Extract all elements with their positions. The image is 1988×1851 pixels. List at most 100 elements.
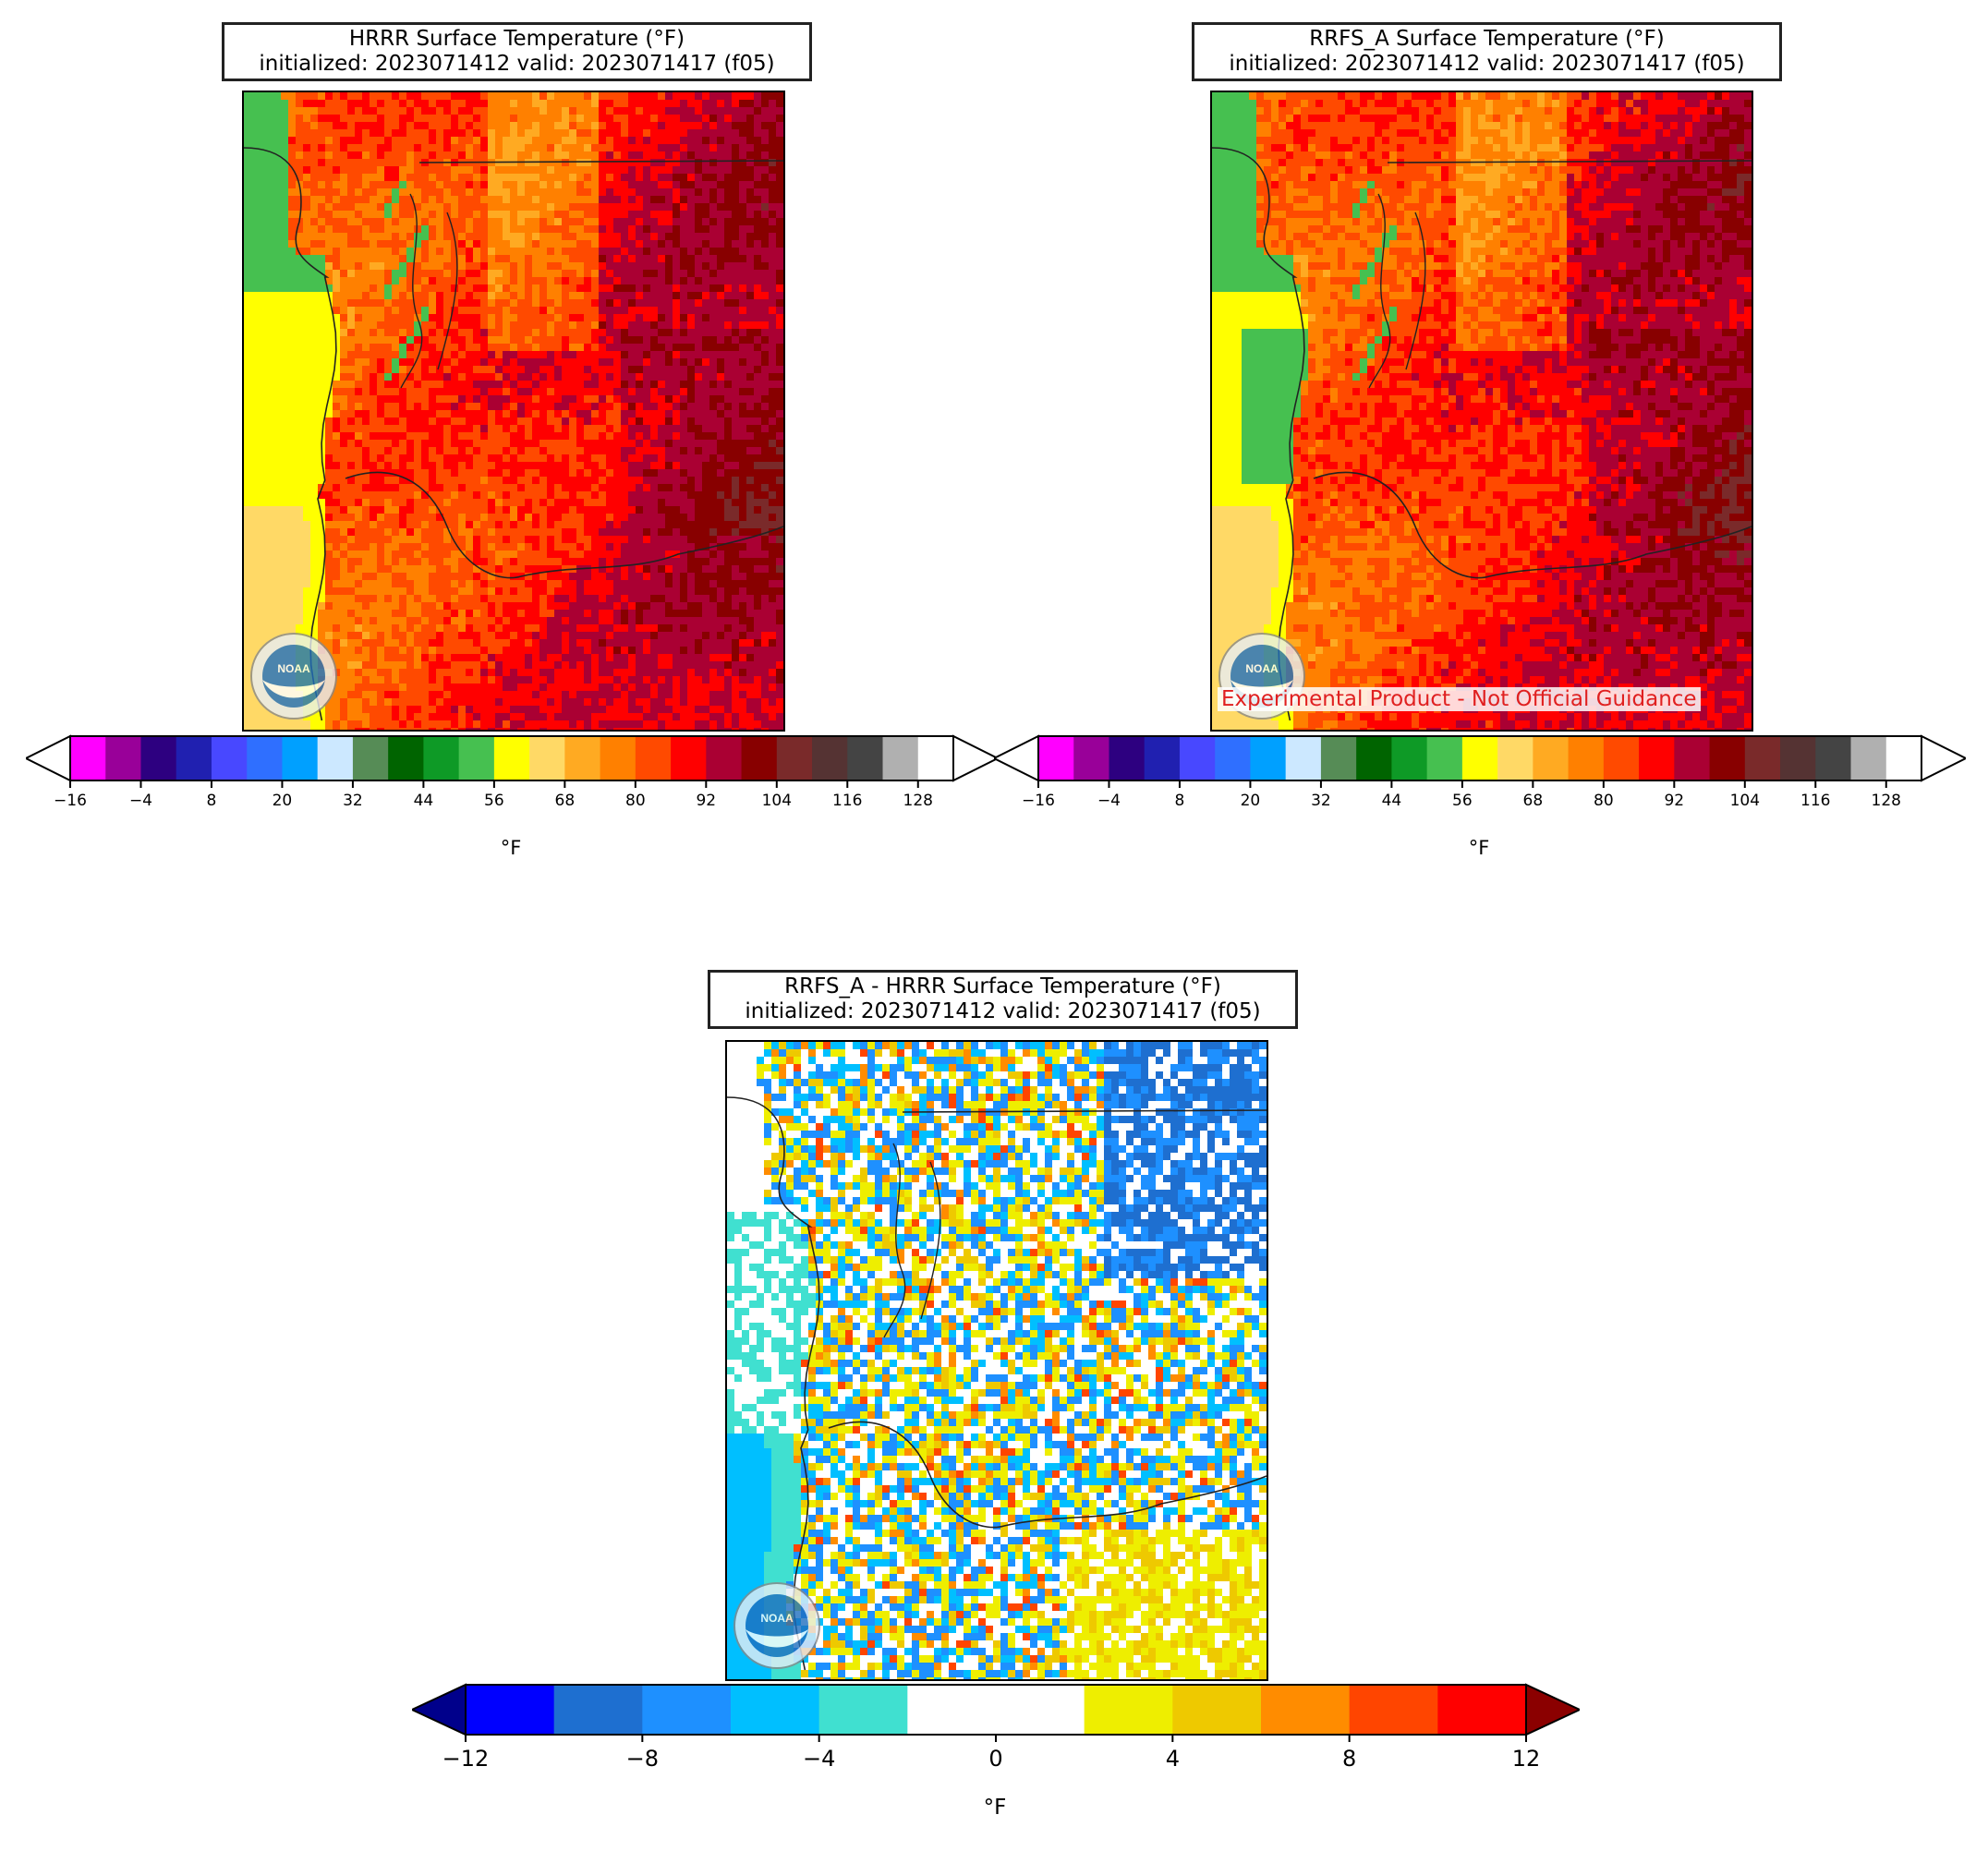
oregon-border [345, 471, 783, 579]
colorbar-tick-label: 128 [1871, 792, 1901, 810]
colorbar-swatch [1674, 736, 1711, 780]
colorbar-swatch [493, 736, 530, 780]
colorbar-swatch [529, 736, 565, 780]
colorbar-swatch [564, 736, 601, 780]
colorbar-swatch [882, 736, 919, 780]
colorbar-swatch [1320, 736, 1357, 780]
colorbar-swatch [247, 736, 283, 780]
colorbar-swatch [1349, 1685, 1438, 1735]
colorbar-swatch [1144, 736, 1181, 780]
map-rrfs-field [1212, 92, 1752, 730]
colorbar-over-arrow [1921, 734, 1966, 782]
colorbar-frame [1037, 735, 1922, 781]
colorbar-swatch [642, 1685, 732, 1735]
canada-border [902, 1109, 1267, 1113]
colorbar-swatch [1215, 736, 1251, 780]
colorbar-swatch [635, 736, 672, 780]
colorbar-tick-label: 32 [343, 792, 363, 810]
colorbar-swatch [1437, 1685, 1527, 1735]
map-hrrr-field [244, 92, 783, 730]
diff-subtitle: initialized: 2023071412 valid: 202307141… [745, 999, 1261, 1023]
colorbar-tick-label: 0 [988, 1746, 1003, 1772]
canada-border [418, 160, 783, 163]
colorbar-swatch [600, 736, 636, 780]
colorbar-swatch [1780, 736, 1816, 780]
diff-colorbar [412, 1683, 1580, 1742]
colorbar-swatch [1250, 736, 1287, 780]
hrrr-colorbar [26, 734, 998, 788]
colorbar-swatch [1461, 736, 1498, 780]
oregon-border [828, 1421, 1267, 1529]
rrfs-title-box: RRFS_A Surface Temperature (°F) initiali… [1192, 22, 1782, 81]
puget-sound-outline [883, 1143, 941, 1338]
colorbar-swatch [1850, 736, 1887, 780]
colorbar-tick-label: 44 [1381, 792, 1402, 810]
hrrr-subtitle: initialized: 2023071412 valid: 202307141… [259, 52, 775, 76]
colorbar-tick-label: −16 [54, 792, 87, 810]
colorbar-swatch [1885, 736, 1922, 780]
rrfs-map: NOAA [1210, 91, 1753, 732]
colorbar-swatch [847, 736, 884, 780]
colorbar-swatch [70, 736, 106, 780]
colorbar-tick-label: 104 [1729, 792, 1761, 810]
colorbar-swatch [776, 736, 813, 780]
colorbar-tick-label: −4 [128, 792, 152, 810]
colorbar-tick-label: 56 [484, 792, 504, 810]
colorbar-swatch [140, 736, 177, 780]
colorbar-swatch [352, 736, 389, 780]
colorbar-swatch [1391, 736, 1428, 780]
colorbar-swatch [211, 736, 248, 780]
diff-title-box: RRFS_A - HRRR Surface Temperature (°F) i… [708, 970, 1298, 1029]
colorbar-tick-label: 56 [1452, 792, 1473, 810]
colorbar-swatch [1426, 736, 1463, 780]
colorbar-swatch [1815, 736, 1852, 780]
colorbar-tick-label: −12 [442, 1746, 490, 1772]
colorbar-swatch [1285, 736, 1322, 780]
colorbar-swatch [1261, 1685, 1351, 1735]
oregon-border [1313, 471, 1752, 579]
diff-colorbar-unit: °F [983, 1796, 1007, 1820]
colorbar-swatch [818, 1685, 908, 1735]
colorbar-swatch [1038, 736, 1074, 780]
colorbar-swatch [996, 1685, 1085, 1735]
colorbar-frame [69, 735, 954, 781]
colorbar-swatch [388, 736, 424, 780]
colorbar-tick-label: 80 [625, 792, 646, 810]
disclaimer-label: Experimental Product - Not Official Guid… [1218, 687, 1701, 711]
hrrr-title: HRRR Surface Temperature (°F) [348, 27, 685, 51]
coastline [1212, 147, 1305, 721]
diff-map: NOAA [725, 1040, 1268, 1681]
colorbar-swatch [1709, 736, 1746, 780]
colorbar-tick-label: −4 [802, 1746, 836, 1772]
canada-border [1387, 160, 1752, 163]
colorbar-swatch [741, 736, 778, 780]
colorbar-over-arrow [952, 734, 998, 782]
colorbar-tick-label: 8 [1174, 792, 1185, 810]
rrfs-title: RRFS_A Surface Temperature (°F) [1309, 27, 1665, 51]
colorbar-swatch [671, 736, 707, 780]
puget-sound-outline [1368, 193, 1426, 389]
colorbar-swatch [1639, 736, 1675, 780]
coastline [727, 1096, 820, 1671]
colorbar-tick-label: 44 [413, 792, 434, 810]
colorbar-tick-label: 20 [272, 792, 293, 810]
colorbar-swatch [1084, 1685, 1173, 1735]
hrrr-colorbar-unit: °F [500, 837, 522, 859]
colorbar-tick-label: 128 [903, 792, 933, 810]
colorbar-tick-label: −8 [625, 1746, 660, 1772]
colorbar-tick-label: 116 [832, 792, 863, 810]
colorbar-tick-label: 92 [696, 792, 717, 810]
colorbar-tick-label: 92 [1664, 792, 1685, 810]
colorbar-under-arrow [412, 1683, 467, 1736]
colorbar-tick-label: 104 [761, 792, 793, 810]
colorbar-tick-label: 8 [1342, 1746, 1357, 1772]
rrfs-subtitle: initialized: 2023071412 valid: 202307141… [1229, 52, 1745, 76]
colorbar-swatch [1172, 1685, 1262, 1735]
colorbar-swatch [423, 736, 460, 780]
colorbar-tick-label: 68 [1522, 792, 1544, 810]
colorbar-swatch [553, 1685, 643, 1735]
colorbar-tick-label: −4 [1097, 792, 1121, 810]
colorbar-swatch [176, 736, 212, 780]
colorbar-swatch [1533, 736, 1570, 780]
colorbar-swatch [706, 736, 743, 780]
